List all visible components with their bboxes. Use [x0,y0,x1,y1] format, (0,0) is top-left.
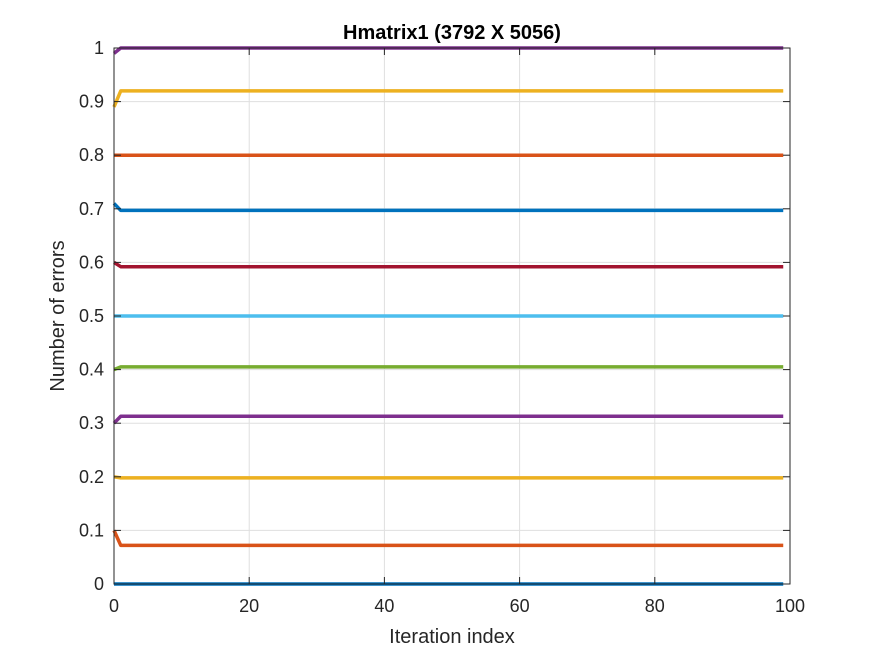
y-tick-label: 0.6 [79,252,104,272]
series-line-2 [112,529,784,548]
series-line-3 [113,475,784,480]
y-tick-label: 0.1 [79,520,104,540]
y-tick-label: 0.3 [79,413,104,433]
y-tick-label: 0.4 [79,360,104,380]
y-axis-label: Number of errors [47,240,69,391]
y-tick-label: 0.9 [79,92,104,112]
y-tick-labels: 0 0.1 0.2 0.3 0.4 0.5 0.6 0.7 0.8 0.9 1 [79,38,104,594]
series-line-8 [112,202,784,213]
chart-title: Hmatrix1 (3792 X 5056) [343,22,561,44]
axis-ticks [113,47,791,585]
x-tick-label: 60 [510,596,530,616]
series-line-7 [113,260,784,269]
series-line-4 [112,414,784,425]
x-tick-labels: 0 20 40 60 80 100 [109,596,805,616]
x-tick-label: 0 [109,596,119,616]
y-tick-label: 0 [94,574,104,594]
series-line-5 [113,365,784,372]
y-tick-label: 0.5 [79,306,104,326]
x-tick-label: 100 [775,596,805,616]
x-tick-label: 40 [374,596,394,616]
x-tick-label: 20 [239,596,259,616]
x-tick-label: 80 [645,596,665,616]
y-tick-label: 0.7 [79,199,104,219]
x-axis-label: Iteration index [389,626,515,648]
y-tick-label: 1 [94,38,104,58]
y-tick-label: 0.2 [79,467,104,487]
y-tick-label: 0.8 [79,145,104,165]
